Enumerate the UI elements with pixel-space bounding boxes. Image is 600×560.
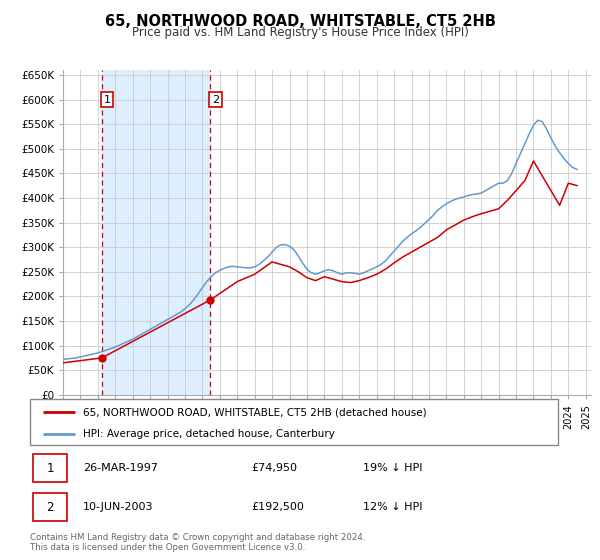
Text: 10-JUN-2003: 10-JUN-2003 <box>83 502 154 512</box>
Text: 12% ↓ HPI: 12% ↓ HPI <box>362 502 422 512</box>
Text: 1: 1 <box>46 461 54 474</box>
Text: HPI: Average price, detached house, Canterbury: HPI: Average price, detached house, Cant… <box>83 429 335 438</box>
FancyBboxPatch shape <box>32 493 67 521</box>
Text: This data is licensed under the Open Government Licence v3.0.: This data is licensed under the Open Gov… <box>30 543 305 552</box>
Text: 65, NORTHWOOD ROAD, WHITSTABLE, CT5 2HB: 65, NORTHWOOD ROAD, WHITSTABLE, CT5 2HB <box>104 14 496 29</box>
Text: Contains HM Land Registry data © Crown copyright and database right 2024.: Contains HM Land Registry data © Crown c… <box>30 533 365 542</box>
Bar <box>102 70 210 395</box>
Text: 2: 2 <box>46 501 54 514</box>
Text: Price paid vs. HM Land Registry's House Price Index (HPI): Price paid vs. HM Land Registry's House … <box>131 26 469 39</box>
Text: 1: 1 <box>104 95 110 105</box>
Text: 2: 2 <box>212 95 219 105</box>
Text: £192,500: £192,500 <box>252 502 305 512</box>
Text: £74,950: £74,950 <box>252 463 298 473</box>
Text: 26-MAR-1997: 26-MAR-1997 <box>83 463 158 473</box>
FancyBboxPatch shape <box>30 399 558 445</box>
Text: 19% ↓ HPI: 19% ↓ HPI <box>362 463 422 473</box>
Text: 65, NORTHWOOD ROAD, WHITSTABLE, CT5 2HB (detached house): 65, NORTHWOOD ROAD, WHITSTABLE, CT5 2HB … <box>83 407 427 417</box>
FancyBboxPatch shape <box>32 454 67 482</box>
